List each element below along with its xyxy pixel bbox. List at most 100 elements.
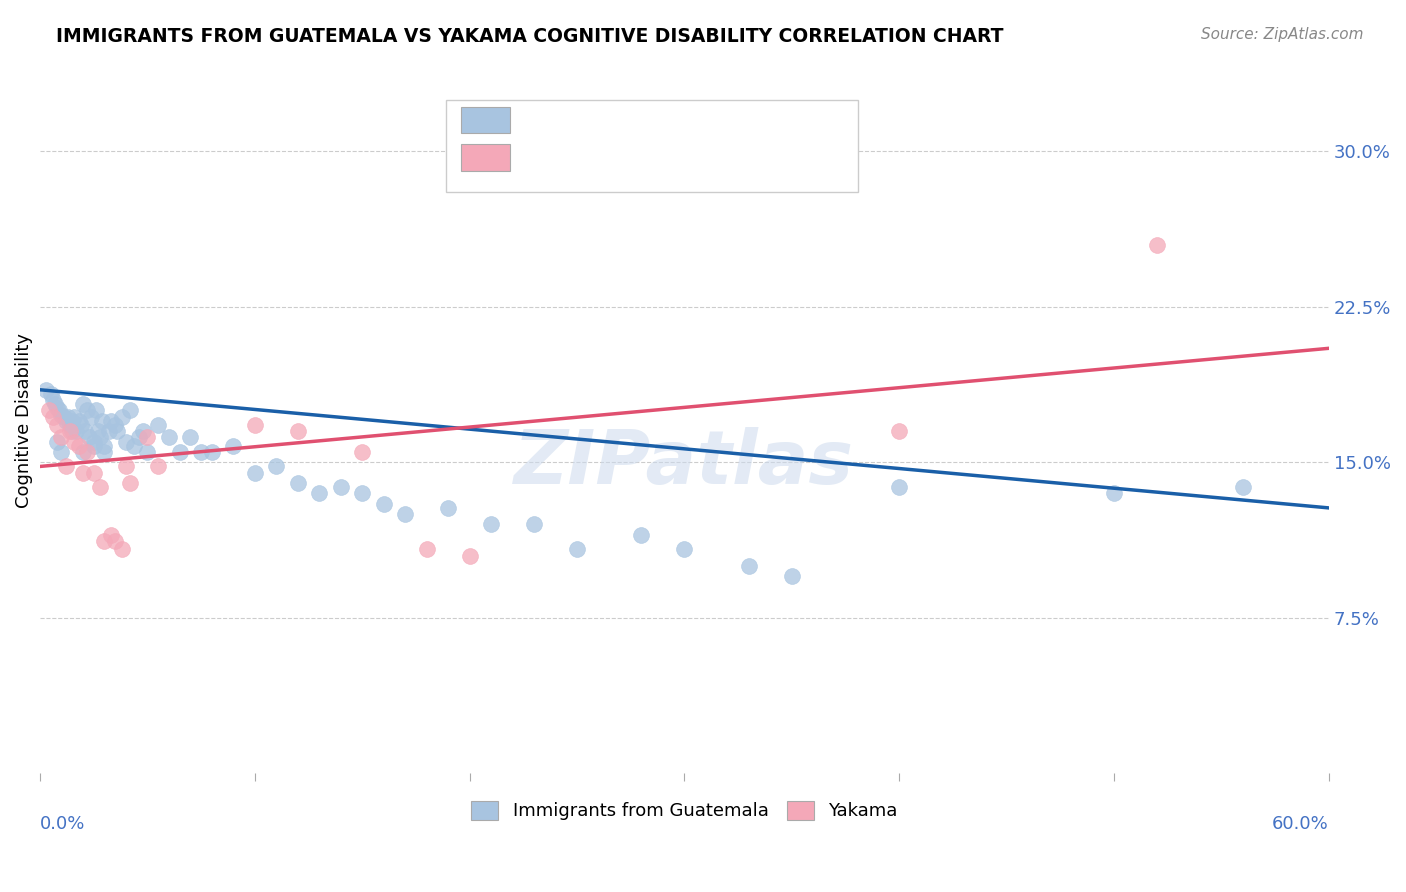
- Point: [352, 486, 374, 500]
- Point: [780, 569, 803, 583]
- Point: [65, 424, 87, 438]
- Point: [44, 397, 66, 411]
- Point: [287, 424, 309, 438]
- Point: [87, 424, 110, 438]
- Point: [243, 466, 266, 480]
- Point: [479, 517, 502, 532]
- Point: [52, 409, 75, 424]
- Point: [60, 414, 83, 428]
- Point: [55, 414, 77, 428]
- Point: [59, 424, 82, 438]
- Point: [39, 387, 62, 401]
- Point: [67, 439, 90, 453]
- Point: [93, 534, 115, 549]
- Text: IMMIGRANTS FROM GUATEMALA VS YAKAMA COGNITIVE DISABILITY CORRELATION CHART: IMMIGRANTS FROM GUATEMALA VS YAKAMA COGN…: [56, 27, 1004, 45]
- Point: [89, 430, 111, 444]
- Point: [76, 403, 98, 417]
- Point: [889, 424, 911, 438]
- Point: [136, 430, 159, 444]
- Point: [308, 486, 330, 500]
- Point: [523, 517, 546, 532]
- Point: [136, 445, 159, 459]
- Point: [104, 417, 127, 432]
- Point: [76, 445, 98, 459]
- Point: [91, 414, 114, 428]
- FancyBboxPatch shape: [446, 100, 858, 192]
- Point: [83, 466, 105, 480]
- Point: [72, 445, 94, 459]
- Point: [889, 480, 911, 494]
- FancyBboxPatch shape: [461, 106, 510, 133]
- Point: [394, 507, 416, 521]
- Point: [329, 480, 352, 494]
- Point: [373, 497, 395, 511]
- Point: [146, 459, 169, 474]
- Point: [264, 459, 287, 474]
- Point: [84, 403, 107, 417]
- Point: [128, 430, 150, 444]
- Point: [83, 434, 105, 449]
- Text: R = -0.342: R = -0.342: [530, 111, 627, 129]
- Point: [72, 466, 94, 480]
- Point: [97, 424, 120, 438]
- Point: [132, 424, 155, 438]
- Point: [100, 528, 122, 542]
- Point: [120, 476, 142, 491]
- Point: [110, 542, 132, 557]
- Text: 60.0%: 60.0%: [1272, 815, 1329, 833]
- Point: [673, 542, 696, 557]
- Point: [738, 558, 761, 573]
- Point: [352, 445, 374, 459]
- Point: [42, 409, 65, 424]
- Point: [222, 439, 245, 453]
- Point: [73, 424, 96, 438]
- Point: [1232, 480, 1254, 494]
- Point: [146, 417, 169, 432]
- Point: [201, 445, 224, 459]
- Point: [93, 445, 115, 459]
- Point: [63, 409, 86, 424]
- Point: [72, 397, 94, 411]
- Point: [415, 542, 437, 557]
- Point: [169, 445, 191, 459]
- Point: [35, 383, 58, 397]
- Point: [67, 414, 90, 428]
- Point: [1146, 237, 1168, 252]
- Point: [157, 430, 180, 444]
- Point: [105, 424, 128, 438]
- Point: [287, 476, 309, 491]
- Point: [80, 409, 103, 424]
- Point: [59, 417, 82, 432]
- Text: ZIPatlas: ZIPatlas: [515, 426, 855, 500]
- Point: [60, 424, 83, 438]
- FancyBboxPatch shape: [461, 144, 510, 170]
- Point: [124, 439, 146, 453]
- Point: [79, 430, 101, 444]
- Point: [38, 403, 60, 417]
- Point: [110, 409, 132, 424]
- Point: [51, 408, 73, 422]
- Text: Source: ZipAtlas.com: Source: ZipAtlas.com: [1201, 27, 1364, 42]
- Point: [190, 445, 212, 459]
- Point: [100, 414, 122, 428]
- Point: [243, 417, 266, 432]
- Point: [104, 534, 127, 549]
- Y-axis label: Cognitive Disability: Cognitive Disability: [15, 334, 32, 508]
- Text: R =  0.217: R = 0.217: [530, 148, 626, 166]
- Point: [55, 459, 77, 474]
- Point: [51, 445, 73, 459]
- Point: [437, 500, 460, 515]
- Legend: Immigrants from Guatemala, Yakama: Immigrants from Guatemala, Yakama: [464, 794, 904, 828]
- Point: [630, 528, 652, 542]
- Point: [458, 549, 481, 563]
- Point: [48, 403, 70, 417]
- Point: [42, 393, 65, 408]
- Text: N = 27: N = 27: [723, 148, 790, 166]
- Point: [120, 403, 142, 417]
- Point: [89, 480, 111, 494]
- Point: [46, 417, 69, 432]
- Point: [565, 542, 588, 557]
- Point: [115, 434, 138, 449]
- Text: N = 70: N = 70: [723, 111, 790, 129]
- Text: 0.0%: 0.0%: [39, 815, 86, 833]
